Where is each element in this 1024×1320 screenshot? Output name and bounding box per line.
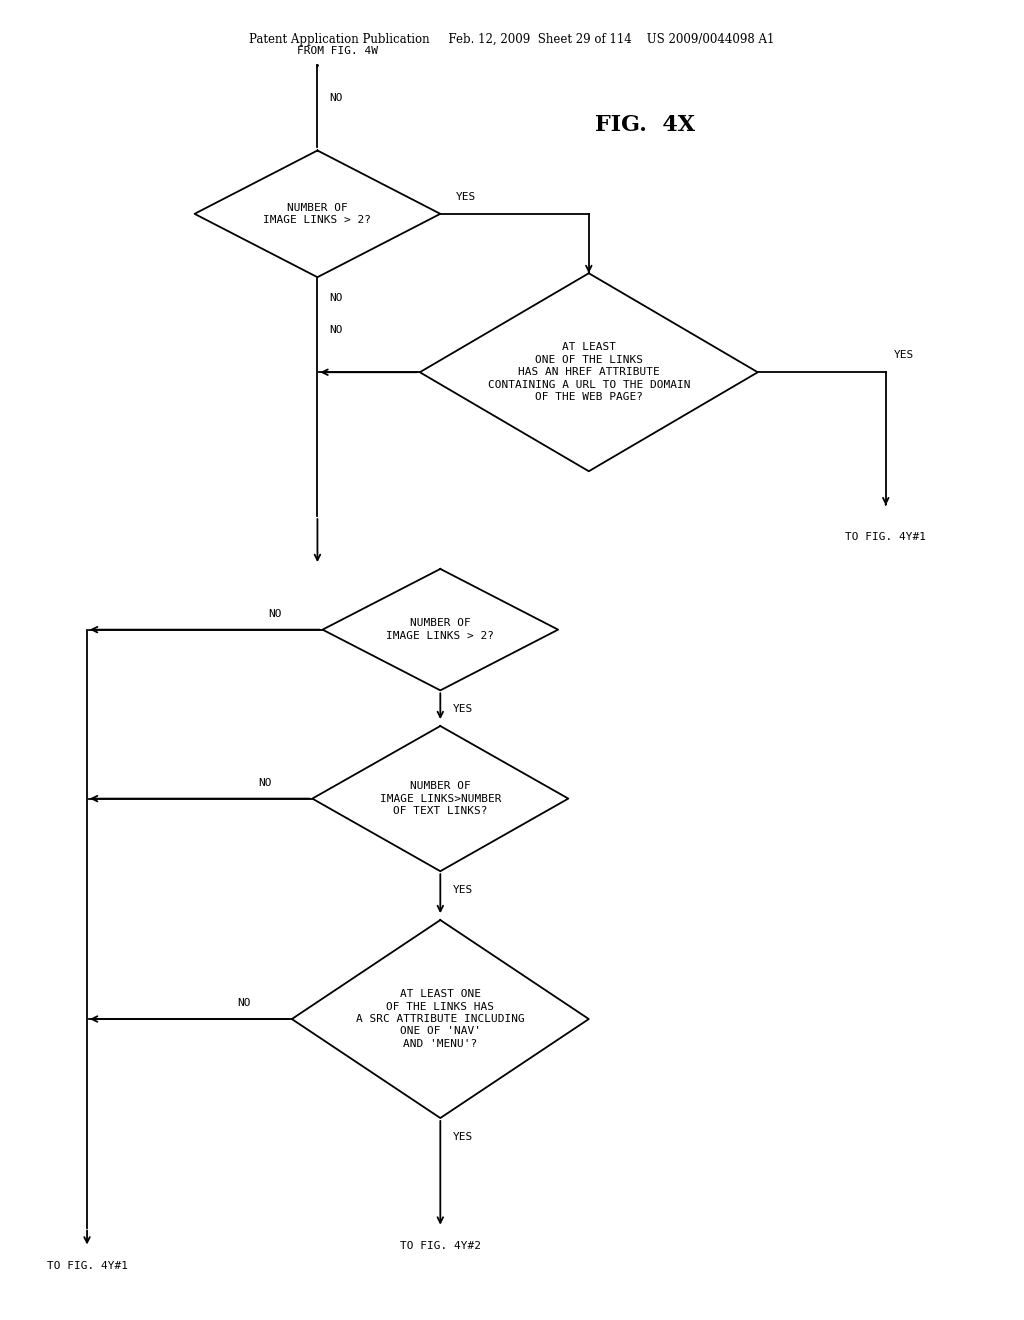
- Text: NUMBER OF
IMAGE LINKS>NUMBER
OF TEXT LINKS?: NUMBER OF IMAGE LINKS>NUMBER OF TEXT LIN…: [380, 781, 501, 816]
- Text: YES: YES: [453, 1131, 473, 1142]
- Text: NUMBER OF
IMAGE LINKS > 2?: NUMBER OF IMAGE LINKS > 2?: [386, 619, 495, 640]
- Text: NO: NO: [238, 998, 251, 1008]
- Text: NO: NO: [258, 777, 271, 788]
- Text: TO FIG. 4Y#1: TO FIG. 4Y#1: [845, 532, 927, 543]
- Text: NO: NO: [268, 609, 282, 619]
- Text: AT LEAST
ONE OF THE LINKS
HAS AN HREF ATTRIBUTE
CONTAINING A URL TO THE DOMAIN
O: AT LEAST ONE OF THE LINKS HAS AN HREF AT…: [487, 342, 690, 403]
- Text: YES: YES: [456, 191, 476, 202]
- Text: NO: NO: [330, 293, 343, 304]
- Text: AT LEAST ONE
OF THE LINKS HAS
A SRC ATTRIBUTE INCLUDING
ONE OF 'NAV'
AND 'MENU'?: AT LEAST ONE OF THE LINKS HAS A SRC ATTR…: [356, 989, 524, 1049]
- Text: NUMBER OF
IMAGE LINKS > 2?: NUMBER OF IMAGE LINKS > 2?: [263, 203, 372, 224]
- Text: TO FIG. 4Y#1: TO FIG. 4Y#1: [46, 1261, 128, 1271]
- Text: NO: NO: [330, 92, 343, 103]
- Text: FIG.  4X: FIG. 4X: [595, 115, 695, 136]
- Text: Patent Application Publication     Feb. 12, 2009  Sheet 29 of 114    US 2009/004: Patent Application Publication Feb. 12, …: [249, 33, 775, 46]
- Text: YES: YES: [894, 350, 914, 360]
- Text: TO FIG. 4Y#2: TO FIG. 4Y#2: [399, 1241, 481, 1251]
- Text: YES: YES: [453, 884, 473, 895]
- Text: YES: YES: [453, 704, 473, 714]
- Text: NO: NO: [330, 325, 343, 335]
- Text: FROM FIG. 4W: FROM FIG. 4W: [297, 46, 378, 57]
